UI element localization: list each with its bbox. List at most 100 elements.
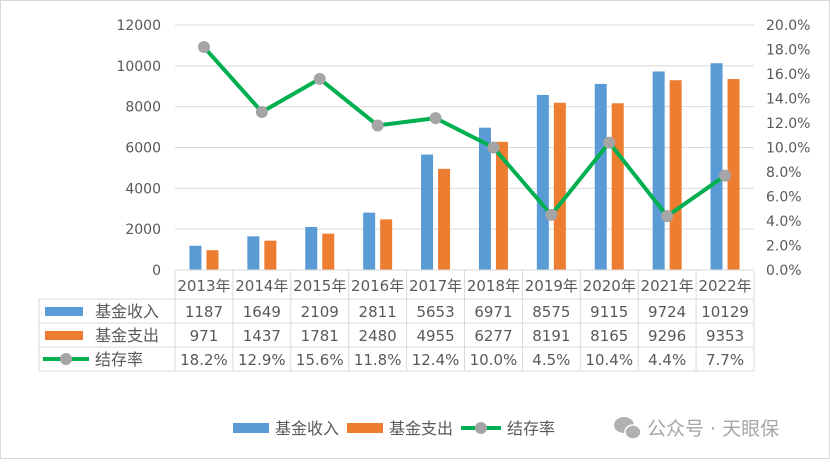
x-category-label: 2018年 xyxy=(467,277,520,295)
y-right-tick: 10.0% xyxy=(766,141,810,157)
legend-marker xyxy=(475,422,487,434)
table-cell: 2109 xyxy=(301,303,339,321)
line-marker xyxy=(719,169,732,182)
bar-基金收入 xyxy=(652,71,665,271)
line-marker xyxy=(487,141,500,154)
x-category-label: 2020年 xyxy=(583,277,636,295)
y-left-tick: 10000 xyxy=(116,59,161,75)
y-right-tick: 20.0% xyxy=(766,18,810,34)
y-right-tick: 2.0% xyxy=(766,239,802,255)
x-category-label: 2019年 xyxy=(525,277,578,295)
line-marker xyxy=(603,136,616,149)
bar-基金收入 xyxy=(189,245,202,270)
legend-label: 基金收入 xyxy=(275,419,339,438)
bar-基金支出 xyxy=(669,80,682,270)
x-category-label: 2016年 xyxy=(351,277,404,295)
table-cell: 6971 xyxy=(474,303,512,321)
table-cell: 1649 xyxy=(243,303,281,321)
table-row-label: 基金收入 xyxy=(95,302,159,321)
table-cell: 9724 xyxy=(648,303,686,321)
bar-基金支出 xyxy=(611,103,624,271)
watermark: 公众号 · 天眼保 xyxy=(614,417,779,440)
watermark-text: 公众号 · 天眼保 xyxy=(647,418,779,440)
table-cell: 11.8% xyxy=(354,351,402,369)
table-cell: 5653 xyxy=(416,303,454,321)
legend: 基金收入 基金支出 结存率 xyxy=(233,419,555,438)
table-cell: 1187 xyxy=(185,303,223,321)
legend-label: 基金支出 xyxy=(389,419,453,438)
table-row-label: 基金支出 xyxy=(95,326,159,345)
bar-基金支出 xyxy=(438,168,451,270)
x-category-label: 2017年 xyxy=(409,277,462,295)
legend-label: 结存率 xyxy=(507,419,555,438)
table-cell: 10.4% xyxy=(585,351,633,369)
table-cell: 10129 xyxy=(701,303,749,321)
table-cell: 2480 xyxy=(359,327,397,345)
y-left-tick: 8000 xyxy=(125,100,161,116)
table-cell: 971 xyxy=(190,327,219,345)
y-right-tick: 14.0% xyxy=(766,92,810,108)
table-cell: 2811 xyxy=(359,303,397,321)
bar-基金收入 xyxy=(536,94,549,270)
y-right-tick: 0.0% xyxy=(766,263,802,279)
table-cell: 1437 xyxy=(243,327,281,345)
table-cell: 12.9% xyxy=(238,351,286,369)
y-left-tick: 6000 xyxy=(125,141,161,157)
y-right-tick: 6.0% xyxy=(766,190,802,206)
x-category-label: 2022年 xyxy=(698,277,751,295)
bar-基金收入 xyxy=(594,83,607,270)
x-category-label: 2013年 xyxy=(177,277,230,295)
line-marker xyxy=(429,112,442,125)
table-cell: 6277 xyxy=(474,327,512,345)
bar-基金支出 xyxy=(495,141,508,270)
table-legend-key xyxy=(45,307,83,316)
x-category-label: 2021年 xyxy=(641,277,694,295)
bar-基金支出 xyxy=(206,250,219,270)
line-marker xyxy=(255,105,268,118)
x-category-label: 2014年 xyxy=(235,277,288,295)
line-marker xyxy=(197,41,210,54)
y-left-tick: 12000 xyxy=(116,18,161,34)
line-path xyxy=(202,45,727,219)
table-cell: 10.0% xyxy=(470,351,518,369)
y-axis-right: 0.0% 2.0% 4.0% 6.0% 8.0% 10.0% 12.0% 14.0% 16.0%… xyxy=(766,18,810,279)
y-right-tick: 8.0% xyxy=(766,165,802,181)
y-left-tick: 4000 xyxy=(125,181,161,197)
table-cell: 18.2% xyxy=(180,351,228,369)
line-marker xyxy=(545,208,558,221)
wechat-icon-bubble xyxy=(624,424,642,440)
y-left-tick: 0 xyxy=(152,263,161,279)
legend-key xyxy=(233,423,269,433)
table-cell: 15.6% xyxy=(296,351,344,369)
table-cell: 8191 xyxy=(532,327,570,345)
bar-基金支出 xyxy=(727,79,740,271)
line-marker xyxy=(313,72,326,85)
line-series-结存率 xyxy=(197,41,732,223)
bar-基金支出 xyxy=(264,240,277,270)
table-cell: 9353 xyxy=(706,327,744,345)
y-right-tick: 12.0% xyxy=(766,116,810,132)
bar-基金收入 xyxy=(710,63,723,270)
bar-series xyxy=(189,63,740,271)
table-cell: 12.4% xyxy=(412,351,460,369)
y-left-tick: 2000 xyxy=(125,222,161,238)
line-marker xyxy=(661,210,674,223)
table-legend-marker xyxy=(60,353,72,365)
bar-基金支出 xyxy=(322,233,335,270)
legend-key xyxy=(347,423,383,433)
table-cell: 1781 xyxy=(301,327,339,345)
bar-基金收入 xyxy=(421,154,434,270)
bar-基金收入 xyxy=(363,212,376,270)
y-right-tick: 18.0% xyxy=(766,43,810,59)
x-category-label: 2015年 xyxy=(293,277,346,295)
bar-基金支出 xyxy=(380,219,393,270)
bar-基金收入 xyxy=(478,127,491,270)
table-cell: 9296 xyxy=(648,327,686,345)
bar-基金支出 xyxy=(553,102,566,270)
table-cell: 7.7% xyxy=(706,351,744,369)
y-axis-left: 0 2000 4000 6000 8000 10000 12000 xyxy=(116,18,161,279)
table-cell: 9115 xyxy=(590,303,628,321)
line-marker xyxy=(371,119,384,132)
